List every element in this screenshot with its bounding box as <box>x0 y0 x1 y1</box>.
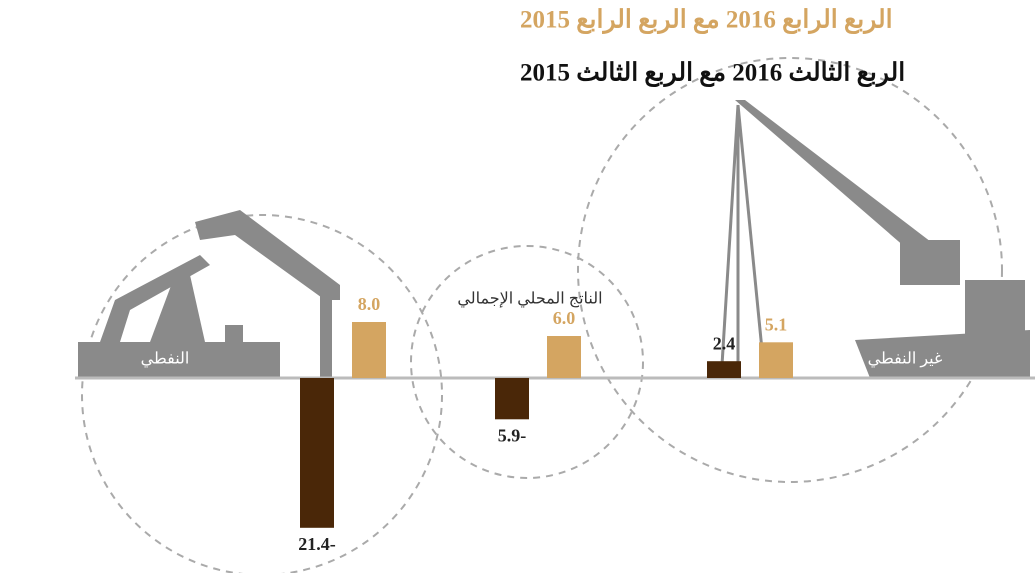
value-label: 2.4 <box>713 333 736 353</box>
legend-label: الربع الثالث 2016 مع الربع الثالث 2015 <box>520 60 905 88</box>
value-label: 8.0 <box>358 294 381 314</box>
value-label: 5.1 <box>765 314 788 334</box>
bar <box>300 378 334 528</box>
category-label: الناتج المحلي الإجمالي <box>457 291 602 308</box>
value-label: 5.9- <box>498 425 527 445</box>
bar <box>547 336 581 378</box>
legend-label: الربع الرابع 2016 مع الربع الرابع 2015 <box>520 7 893 35</box>
bar <box>352 322 386 378</box>
bar <box>495 378 529 419</box>
category-label: غير النفطي <box>868 351 943 368</box>
chart: الربع الرابع 2016 مع الربع الرابع 2015 ال… <box>0 0 1035 573</box>
bar <box>707 361 741 378</box>
value-label: 21.4- <box>298 534 336 554</box>
bar <box>759 342 793 378</box>
category-label: النفطي <box>141 351 190 368</box>
value-label: 6.0 <box>553 308 576 328</box>
